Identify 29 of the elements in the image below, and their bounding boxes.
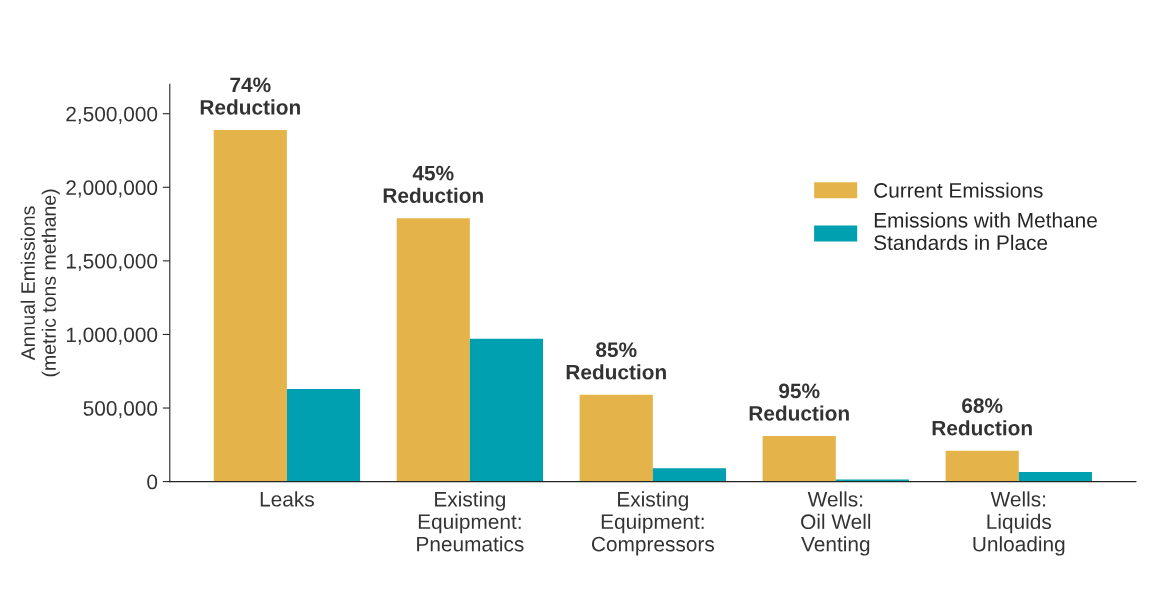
y-tick-label: 500,000 [83, 401, 158, 419]
y-tick-label: 1,000,000 [66, 327, 158, 345]
annotation: 74% Reduction [200, 77, 300, 115]
bar [1018, 472, 1092, 482]
y-tick-label: 2,000,000 [66, 180, 158, 198]
x-tick-label: Wells: Liquids Unloading [973, 491, 1065, 556]
legend-label: Current Emissions [874, 182, 1043, 198]
annotation: 85% Reduction [566, 342, 666, 380]
bar [469, 338, 544, 482]
x-tick-label: Existing Equipment: Pneumatics [417, 491, 524, 552]
bar [835, 479, 909, 482]
bar [652, 468, 727, 482]
y-tick-label: 0 [147, 474, 158, 490]
bar [945, 450, 1019, 482]
bar [213, 129, 287, 482]
y-axis-title: Annual Emissions (metric tons methane) [20, 189, 60, 377]
x-tick-label: Existing Equipment: Compressors [591, 491, 715, 556]
y-tick-label: 1,500,000 [66, 253, 158, 272]
legend-label: Emissions with Methane Standards in Place [874, 212, 1097, 251]
annotation: 68% Reduction [932, 398, 1032, 436]
annotation: 45% Reduction [383, 165, 483, 203]
x-tick-label: Wells: Oil Well Venting [801, 491, 871, 556]
y-tick-label: 2,500,000 [66, 106, 158, 124]
bar [762, 435, 836, 482]
bar [396, 218, 470, 482]
x-tick-label: Leaks [260, 491, 314, 507]
bar [286, 388, 361, 482]
bar [579, 394, 653, 482]
annotation: 95% Reduction [749, 383, 849, 421]
